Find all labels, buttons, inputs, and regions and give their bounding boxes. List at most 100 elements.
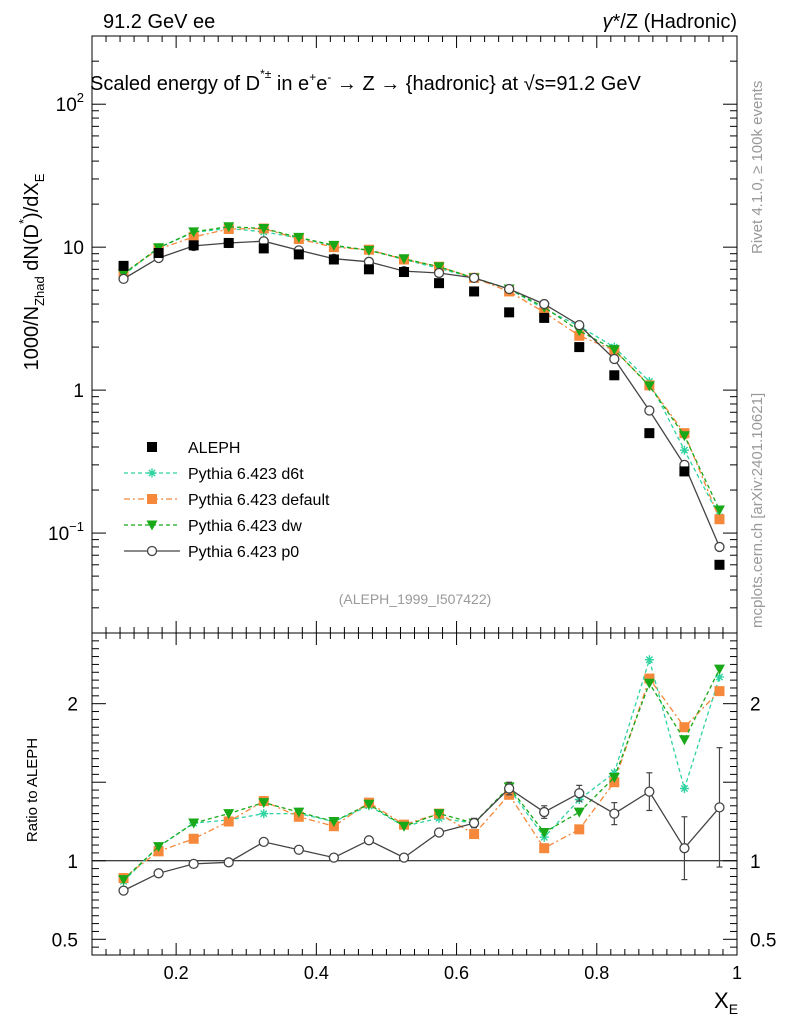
ratio-y-tick-label: 0.5: [52, 930, 78, 951]
analysis-id: (ALEPH_1999_I507422): [339, 591, 492, 607]
ratio-point-p0: [574, 788, 585, 799]
ratio-point-d6t: [644, 655, 654, 665]
main-point-p0: [574, 319, 585, 331]
ratio-point-p0: [609, 808, 620, 819]
xlabel: XE: [714, 988, 738, 1017]
ratio-point-default: [223, 816, 234, 827]
main-point-dw: [433, 262, 445, 273]
legend-marker-p0: [146, 545, 158, 557]
ratio-point-dw: [433, 809, 445, 820]
legend-label-p0: Pythia 6.423 p0: [188, 544, 299, 561]
main-point-data: [679, 466, 690, 477]
main-line-dw: [123, 226, 721, 511]
main-point-data: [258, 243, 269, 254]
ratio-point-dw: [538, 827, 550, 838]
main-point-dw: [188, 227, 200, 238]
x-tick-label: 0.2: [164, 963, 189, 983]
main-point-data: [574, 342, 585, 353]
ratio-point-default: [469, 829, 480, 840]
ratio-point-d6t: [679, 784, 689, 794]
ratio-point-dw: [328, 816, 340, 827]
header-right: γ*/Z (Hadronic): [603, 11, 737, 33]
main-point-data: [398, 267, 409, 278]
ratio-point-dw: [678, 735, 690, 746]
main-point-data: [188, 240, 199, 251]
rivet-label: Rivet 4.1.0, ≥ 100k events: [749, 81, 766, 254]
x-tick-label: 0.8: [584, 963, 609, 983]
ratio-point-p0: [679, 843, 690, 854]
main-point-dw: [258, 224, 270, 235]
ratio-point-dw: [573, 807, 585, 818]
ratio-point-d6t: [609, 768, 619, 778]
ratio-point-p0: [258, 836, 269, 848]
ratio-point-dw: [363, 799, 375, 810]
ratio-point-p0: [363, 835, 375, 846]
main-point-dw: [293, 232, 305, 243]
legend-entry-p0: Pythia 6.423 p0: [124, 544, 299, 561]
ratio-series-default: [118, 673, 725, 884]
ratio-point-d6t: [259, 809, 269, 819]
ratio-line-d6t: [123, 657, 721, 882]
legend-label-d6t: Pythia 6.423 d6t: [188, 466, 304, 483]
main-line-d6t: [123, 227, 721, 518]
ratio-point-dw: [608, 773, 620, 784]
ratio-line-default: [123, 677, 720, 879]
legend-marker-data: [147, 442, 157, 452]
ratio-line-p0: [123, 787, 720, 892]
main-point-p0: [118, 273, 129, 285]
ratio-point-p0: [188, 858, 199, 870]
main-point-data: [714, 559, 725, 570]
ratio-point-p0: [714, 802, 725, 813]
ratio-point-default: [714, 686, 725, 697]
header-left: 91.2 GeV ee: [103, 11, 215, 33]
axes: 0.2 0.4 0.6 0.8 1 102 10 1 10−1 0.5 0.5 1 1 2 2: [48, 35, 776, 983]
ratio-point-p0: [118, 885, 129, 896]
ratio-y-tick-label: 1: [67, 852, 78, 873]
main-point-data: [153, 248, 164, 259]
ratio-point-p0: [293, 844, 304, 855]
main-point-data: [469, 286, 480, 297]
main-point-default: [714, 514, 725, 525]
legend: ALEPH Pythia 6.423 d6t Pythia 6.423 defaul…: [124, 440, 330, 561]
main-point-data: [223, 237, 234, 248]
main-line-default: [123, 227, 721, 520]
main-point-d6t: [679, 445, 689, 455]
ratio-point-d6t: [714, 672, 724, 682]
ratio-point-dw: [258, 798, 270, 809]
ratio-point-dw: [153, 842, 165, 853]
ratio-point-dw: [398, 821, 410, 832]
ratio-point-p0: [153, 868, 164, 879]
main-point-dw: [608, 345, 620, 356]
main-point-p0: [644, 405, 655, 416]
ratio-point-p0: [503, 783, 515, 794]
ratio-point-p0: [223, 857, 234, 868]
main-point-p0: [539, 298, 550, 310]
main-point-data: [539, 312, 550, 323]
main-ylabel: 1000/NZhad dN(D*)/dXE: [16, 173, 47, 370]
ratio-ylabel: Ratio to ALEPH: [24, 738, 41, 842]
main-y-tick-label: 10: [63, 238, 84, 259]
mcplots-label: mcplots.cern.ch [arXiv:2401.10621]: [749, 393, 766, 628]
main-point-data: [609, 370, 620, 381]
ratio-point-default: [574, 824, 585, 835]
main-series: [118, 222, 725, 570]
main-y-tick-label: 1: [73, 381, 84, 402]
main-point-dw: [643, 381, 655, 392]
main-point-dw: [223, 222, 235, 233]
main-point-data: [328, 254, 339, 265]
legend-marker-default: [147, 494, 157, 504]
ratio-point-p0: [468, 817, 480, 829]
ratio-point-dw: [713, 664, 725, 675]
legend-entry-dw: Pythia 6.423 dw: [124, 518, 302, 535]
plot-title: Scaled energy of D*± in e+e- → Z → {hadr…: [90, 67, 641, 95]
legend-entry-data: ALEPH: [147, 440, 240, 457]
ratio-series: [118, 655, 725, 896]
x-tick-label: 0.6: [444, 963, 469, 983]
legend-entry-default: Pythia 6.423 default: [124, 492, 330, 509]
ratio-point-p0: [433, 827, 445, 838]
main-point-p0: [714, 541, 725, 553]
legend-label-data: ALEPH: [188, 440, 240, 457]
ratio-point-dw: [293, 807, 305, 818]
ratio-y-tick-label-right: 2: [750, 695, 761, 716]
